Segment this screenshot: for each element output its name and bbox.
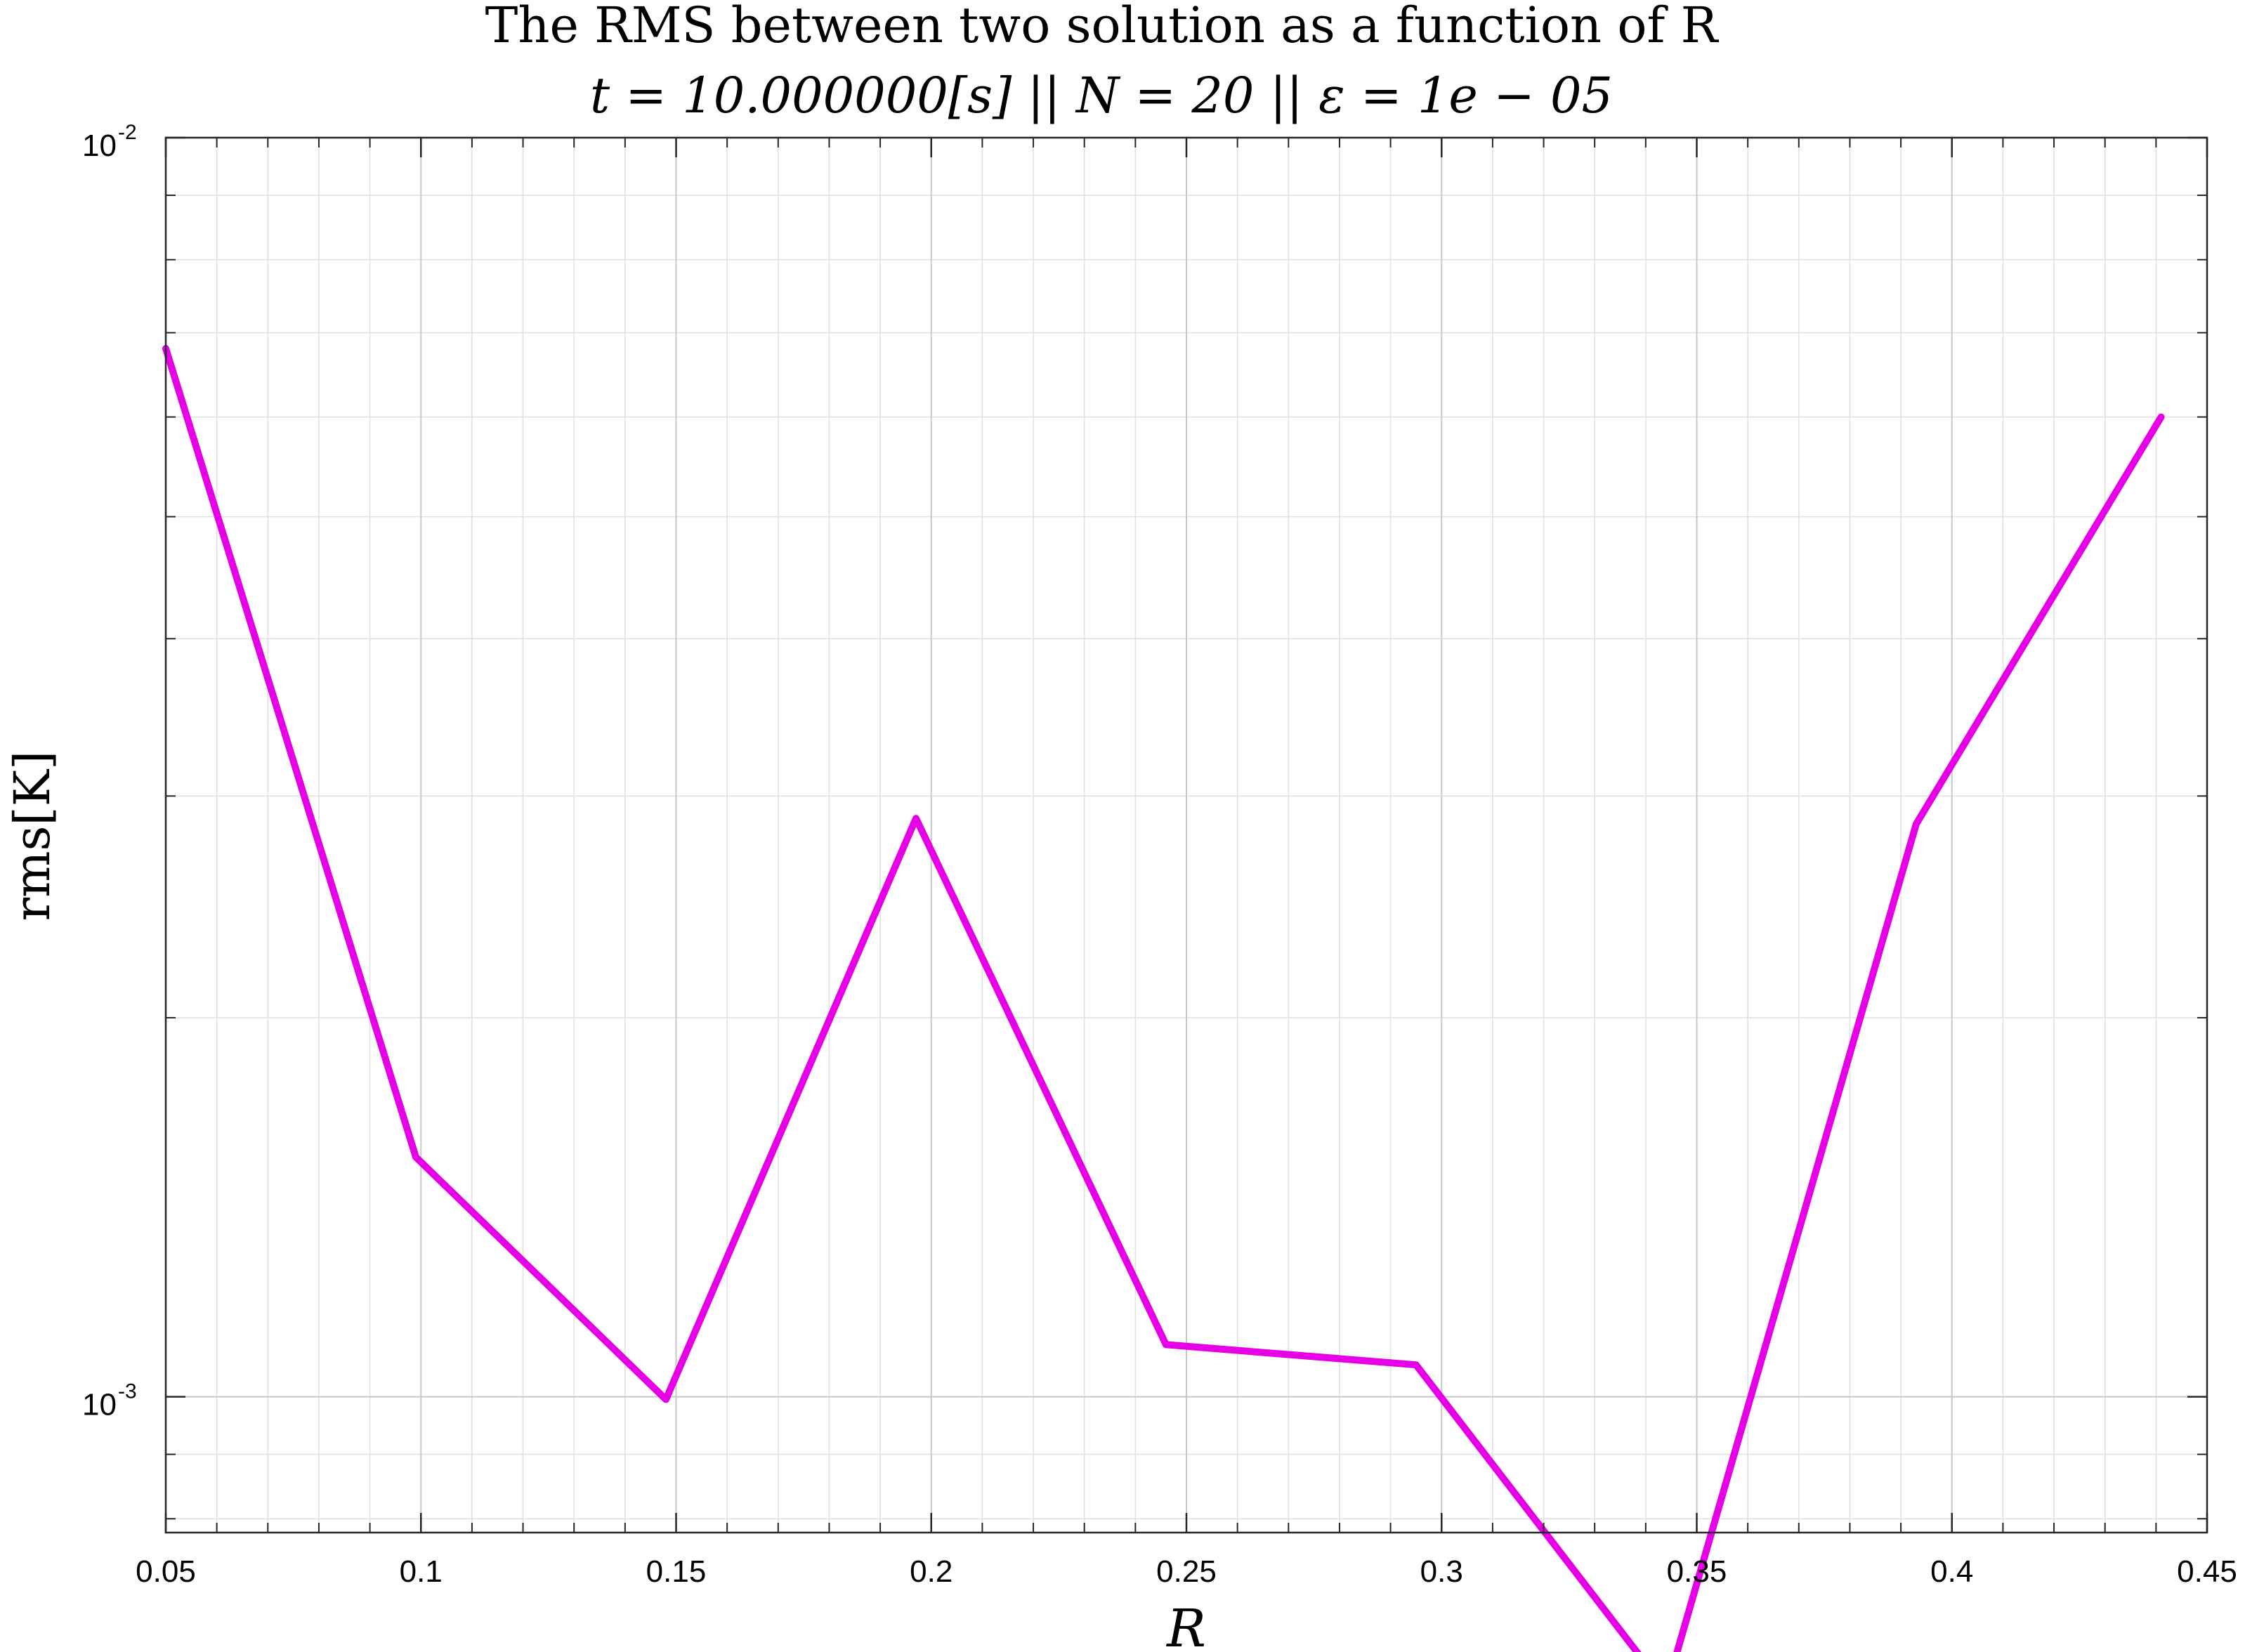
x-tick-label: 0.05 [136, 1554, 196, 1589]
x-tick-label: 0.25 [1156, 1554, 1217, 1589]
y-tick-label-base: 10 [82, 129, 117, 163]
y-axis-label: rms[K] [4, 751, 61, 922]
y-tick-label: 10 -3 [82, 1380, 137, 1422]
x-tick-label: 0.1 [400, 1554, 443, 1589]
y-tick-label-exponent: -3 [118, 1380, 137, 1403]
x-tick-label: 0.15 [646, 1554, 707, 1589]
x-tick-label: 0.35 [1667, 1554, 1727, 1589]
x-tick-label: 0.4 [1930, 1554, 1973, 1589]
tick-marks [164, 136, 2208, 1533]
series-layer [162, 345, 2165, 1652]
minor-grid [166, 138, 2207, 1533]
x-tick-label: 0.3 [1420, 1554, 1463, 1589]
series-line [162, 345, 2165, 1652]
y-tick-labels: 10-210-3 [82, 121, 137, 1422]
plot-area [162, 136, 2208, 1652]
y-tick-label: 10 -2 [82, 121, 137, 163]
major-grid [166, 138, 2207, 1533]
x-axis-label: R [1165, 1599, 1206, 1652]
chart-title: The RMS between two solution as a functi… [485, 0, 1720, 54]
chart-subtitle: t = 10.000000[s] || N = 20 || ε = 1e − 0… [590, 67, 1613, 124]
y-tick-label-exponent: -2 [118, 121, 137, 144]
y-tick-label-base: 10 [82, 1388, 117, 1422]
x-tick-labels: 0.05 0.1 0.15 0.2 0.25 0.3 0.35 0.4 0.45 [136, 1554, 2237, 1589]
x-tick-label: 0.45 [2177, 1554, 2237, 1589]
x-tick-label: 0.2 [910, 1554, 953, 1589]
